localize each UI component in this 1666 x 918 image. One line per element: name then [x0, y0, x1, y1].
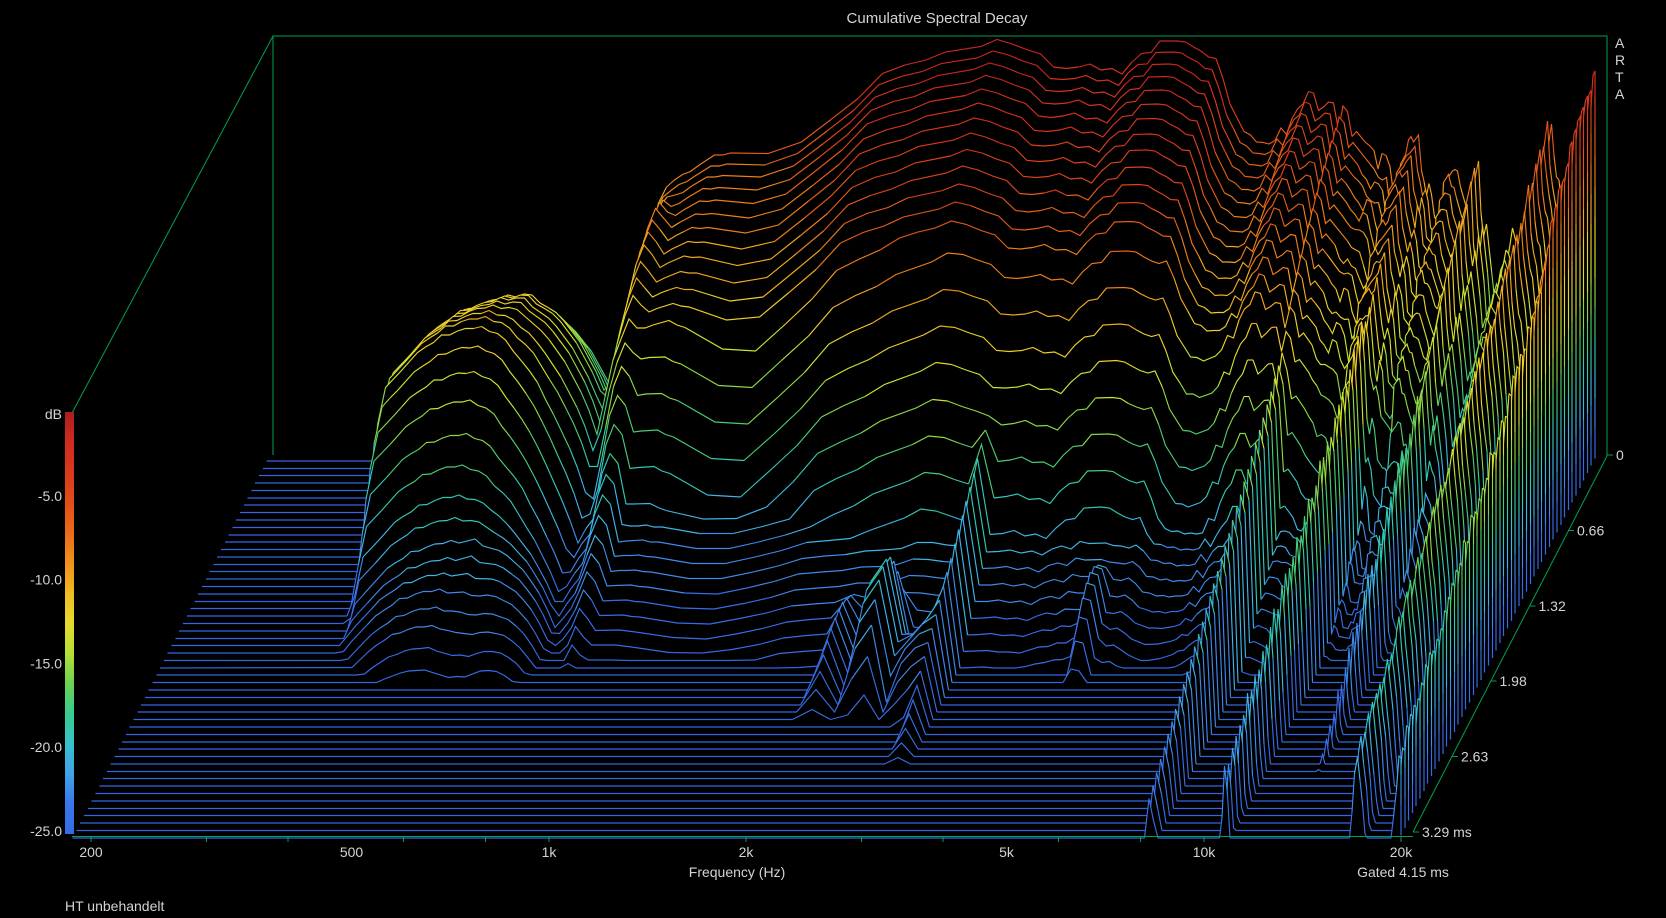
svg-text:1k: 1k [542, 844, 558, 860]
svg-text:Cumulative Spectral Decay: Cumulative Spectral Decay [847, 10, 1028, 27]
svg-text:T: T [1615, 69, 1624, 85]
svg-text:-10.0: -10.0 [30, 572, 62, 588]
svg-text:5k: 5k [999, 844, 1015, 860]
svg-text:10k: 10k [1193, 844, 1217, 860]
svg-text:-15.0: -15.0 [30, 656, 62, 672]
svg-text:-25.0: -25.0 [30, 823, 62, 839]
svg-text:A: A [1615, 35, 1625, 51]
svg-text:2.63: 2.63 [1461, 749, 1488, 765]
svg-text:0: 0 [1616, 447, 1624, 463]
svg-text:-20.0: -20.0 [30, 739, 62, 755]
svg-text:1.32: 1.32 [1539, 598, 1566, 614]
svg-text:0.66: 0.66 [1577, 523, 1604, 539]
svg-text:200: 200 [79, 844, 103, 860]
svg-text:R: R [1615, 52, 1625, 68]
svg-text:Gated 4.15 ms: Gated 4.15 ms [1357, 864, 1449, 880]
svg-text:3.29 ms: 3.29 ms [1422, 824, 1472, 840]
svg-text:500: 500 [340, 844, 364, 860]
svg-text:1.98: 1.98 [1500, 673, 1527, 689]
svg-text:-5.0: -5.0 [38, 488, 62, 504]
svg-text:2k: 2k [739, 844, 755, 860]
svg-text:20k: 20k [1390, 844, 1414, 860]
svg-text:HT unbehandelt: HT unbehandelt [65, 898, 164, 914]
svg-text:Frequency (Hz): Frequency (Hz) [689, 864, 785, 880]
svg-text:dB: dB [45, 406, 62, 422]
svg-text:A: A [1615, 86, 1625, 102]
